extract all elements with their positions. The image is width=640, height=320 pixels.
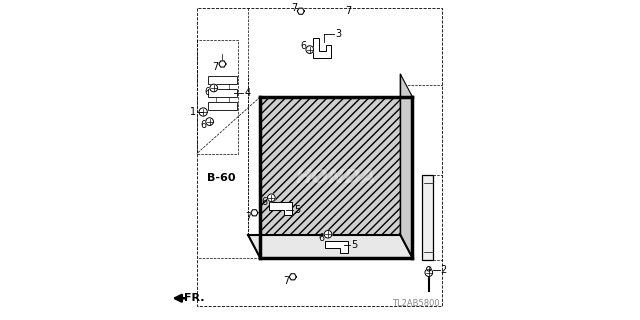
Bar — [208, 102, 237, 110]
Text: TL2AB5800: TL2AB5800 — [392, 299, 440, 308]
Circle shape — [425, 269, 433, 276]
Text: B-60: B-60 — [207, 172, 236, 183]
Text: 7: 7 — [345, 6, 351, 16]
Circle shape — [306, 46, 314, 53]
Text: 6: 6 — [300, 41, 307, 52]
Text: 7: 7 — [212, 62, 219, 72]
Text: 7: 7 — [284, 276, 290, 286]
Circle shape — [324, 230, 332, 238]
Text: 5: 5 — [351, 240, 358, 250]
Polygon shape — [289, 274, 296, 280]
Text: FR.: FR. — [184, 293, 205, 303]
Text: 4: 4 — [244, 88, 250, 98]
Text: 7: 7 — [245, 212, 251, 222]
Text: 2: 2 — [440, 265, 447, 276]
Circle shape — [206, 118, 214, 125]
Bar — [208, 76, 237, 84]
Polygon shape — [313, 38, 331, 58]
Circle shape — [426, 267, 431, 271]
Circle shape — [268, 194, 275, 202]
Polygon shape — [325, 241, 348, 253]
Polygon shape — [260, 97, 413, 258]
Polygon shape — [248, 235, 413, 258]
Polygon shape — [219, 61, 226, 67]
Text: HONDA: HONDA — [296, 168, 377, 187]
Text: 7: 7 — [291, 3, 298, 13]
Bar — [422, 175, 433, 260]
Circle shape — [199, 108, 207, 116]
Text: 6: 6 — [318, 233, 324, 244]
Polygon shape — [269, 202, 292, 214]
Bar — [208, 89, 237, 97]
Polygon shape — [297, 8, 305, 14]
Polygon shape — [401, 74, 413, 258]
Polygon shape — [251, 210, 258, 216]
Text: 6: 6 — [200, 120, 206, 131]
Text: 6: 6 — [204, 87, 211, 97]
Text: 1: 1 — [189, 107, 196, 117]
Text: 3: 3 — [335, 28, 342, 39]
Circle shape — [210, 84, 218, 92]
Text: 6: 6 — [262, 196, 268, 207]
Text: 5: 5 — [294, 204, 300, 215]
